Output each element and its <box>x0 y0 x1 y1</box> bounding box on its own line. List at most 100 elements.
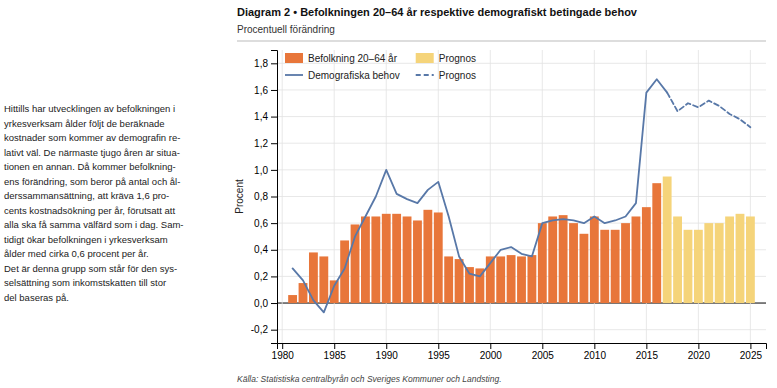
y-tick: 0,0 <box>254 298 277 309</box>
bar <box>403 216 412 303</box>
bar <box>288 295 297 303</box>
y-tick: 0,4 <box>254 244 277 255</box>
marks <box>288 79 755 312</box>
x-tick-label: 2020 <box>688 350 711 361</box>
y-tick-mark <box>271 143 277 144</box>
bar <box>371 216 380 303</box>
grid-line-y <box>277 329 766 330</box>
grid-line-y <box>277 143 766 144</box>
bar <box>704 223 713 303</box>
y-tick: 0,8 <box>254 191 277 202</box>
bar <box>580 234 589 303</box>
y-tick: 1,8 <box>254 58 277 69</box>
y-tick-label: 0,6 <box>254 218 268 229</box>
y-axis-line <box>271 51 278 344</box>
y-tick-label: -0,2 <box>251 324 269 335</box>
grid-line-x <box>282 50 283 343</box>
x-tick-mark <box>438 343 439 349</box>
grid-line-y <box>277 196 766 197</box>
line <box>667 93 750 128</box>
x-tick-mark <box>698 343 699 349</box>
annotation-line: kostnader som kommer av demografin re- <box>4 132 180 143</box>
bar <box>600 230 609 303</box>
y-tick-label: 1,2 <box>254 138 268 149</box>
x-tick: 2020 <box>688 343 711 361</box>
x-tick-mark <box>594 343 595 349</box>
y-tick-label: 0,2 <box>254 271 268 282</box>
y-tick: 1,2 <box>254 138 277 149</box>
x-tick: 2005 <box>532 343 555 361</box>
y-axis-title: Procent <box>234 179 245 214</box>
y-tick-mark <box>271 276 277 277</box>
y-tick-mark <box>271 117 277 118</box>
y-tick-mark <box>271 303 277 304</box>
y-tick-mark <box>271 90 277 91</box>
x-tick-label: 2000 <box>480 350 503 361</box>
annotation-line: lativt väl. De närmaste tjugo åren är si… <box>4 147 180 158</box>
bar <box>632 216 641 303</box>
x-tick: 1980 <box>272 343 295 361</box>
bar <box>423 210 432 303</box>
bar <box>527 255 536 303</box>
annotation-line: alla ska få samma välfärd som i dag. Sam… <box>4 219 184 230</box>
legend-item: Prognos <box>416 70 476 81</box>
legend-swatch <box>416 74 434 76</box>
x-tick-mark <box>646 343 647 349</box>
bar <box>621 223 630 303</box>
x-tick-mark <box>282 343 283 349</box>
y-tick-label: 1,4 <box>254 111 268 122</box>
x-tick-label: 2015 <box>636 350 659 361</box>
bar <box>382 214 391 303</box>
y-tick-mark <box>271 63 277 64</box>
y-tick: 0,2 <box>254 271 277 282</box>
bar <box>684 230 693 303</box>
annotation-line: selsättning som inkomstskatten till stor <box>4 277 166 288</box>
annotation-line: yrkesverksam ålder följt de beräknade <box>4 118 165 129</box>
bar <box>392 214 401 303</box>
y-tick-mark <box>271 197 277 198</box>
grid-line-y <box>277 89 766 90</box>
bar <box>361 216 370 303</box>
y-tick-label: 1,6 <box>254 85 268 96</box>
bar <box>548 216 557 303</box>
annotation-line: derssammansättning, att kräva 1,6 pro- <box>4 190 169 201</box>
annotation-line: Det är denna grupp som står för den sys- <box>4 263 177 274</box>
y-tick: 1,0 <box>254 165 277 176</box>
legend: Befolkning 20–64 årPrognosDemografiska b… <box>285 53 476 81</box>
x-tick-label: 1980 <box>272 350 295 361</box>
chart: Hittills har utvecklingen av befolkninge… <box>0 0 777 388</box>
annotation-line: del baseras på. <box>4 292 69 303</box>
legend-swatch <box>416 53 434 63</box>
title: Diagram 2 • Befolkningen 20–64 år respek… <box>237 6 638 18</box>
x-tick-label: 2005 <box>532 350 555 361</box>
legend-swatch <box>285 53 303 63</box>
bar <box>590 216 599 303</box>
y-tick-mark <box>271 170 277 171</box>
grid-line-y <box>277 223 766 224</box>
x-tick: 2025 <box>740 343 763 361</box>
x-tick: 1995 <box>428 343 451 361</box>
grid-line-y <box>277 169 766 170</box>
x-tick-label: 2025 <box>740 350 763 361</box>
x-tick-mark <box>334 343 335 349</box>
y-tick: 1,6 <box>254 85 277 96</box>
bar <box>496 256 505 303</box>
grid-line-y <box>277 116 766 117</box>
y-tick: 1,4 <box>254 111 277 122</box>
bar <box>746 216 755 303</box>
bar <box>569 223 578 303</box>
bar <box>673 216 682 303</box>
annotation-line: tidigt ökar befolkningen i yrkesverksam <box>4 234 168 245</box>
bar <box>434 212 443 303</box>
y-tick: 0,6 <box>254 218 277 229</box>
bar <box>319 256 328 303</box>
x-tick: 2010 <box>584 343 607 361</box>
bar <box>517 256 526 303</box>
bar <box>611 230 620 303</box>
y-tick-label: 0,0 <box>254 298 268 309</box>
y-tick-label: 0,8 <box>254 191 268 202</box>
bar <box>652 183 661 303</box>
bar <box>736 214 745 303</box>
bar <box>340 240 349 303</box>
x-tick-mark <box>490 343 491 349</box>
